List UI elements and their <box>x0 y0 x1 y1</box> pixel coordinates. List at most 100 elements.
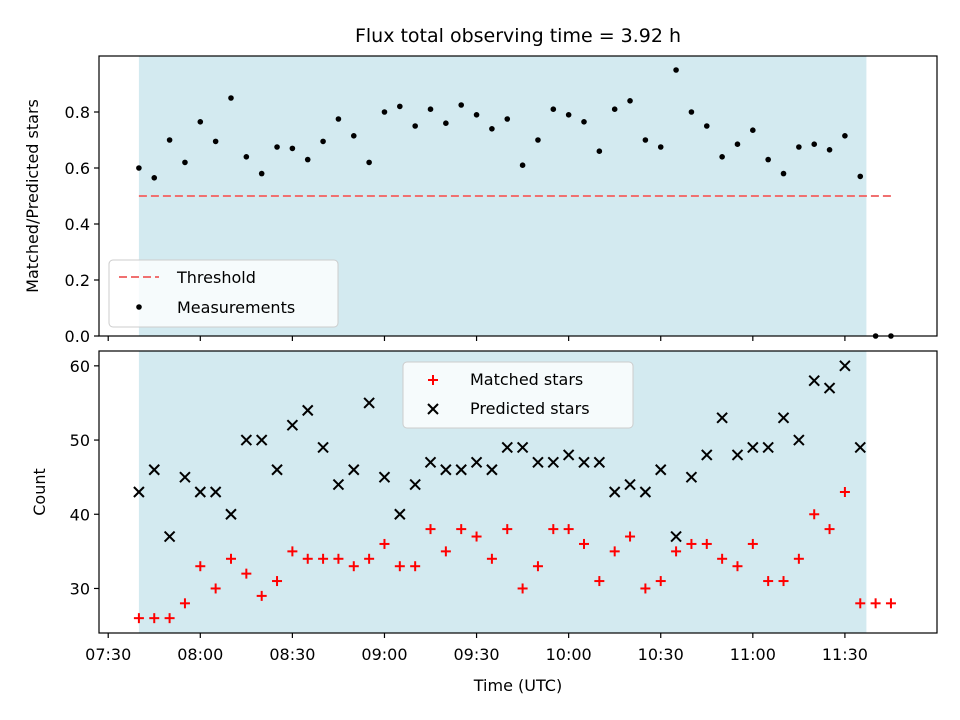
predicted-star-point <box>148 464 160 476</box>
bottom-x-tick-label: 11:30 <box>822 645 868 664</box>
predicted-star-point <box>332 478 345 491</box>
predicted-star-point <box>747 441 759 454</box>
matched-star-point <box>164 613 175 624</box>
matched-star-point <box>640 583 651 594</box>
measurement-point <box>519 162 526 168</box>
matched-star-point <box>333 553 344 564</box>
measurement-point <box>304 156 311 163</box>
measurement-point <box>857 173 864 180</box>
predicted-star-point <box>486 464 498 476</box>
bottom-x-tick-label: 09:30 <box>454 645 500 664</box>
matched-star-point <box>778 576 789 587</box>
measurement-point <box>504 116 511 122</box>
legend-matched-swatch <box>428 375 438 385</box>
predicted-star-point <box>608 486 621 498</box>
top-y-tick-label: 0.8 <box>65 103 90 122</box>
marker-stroke <box>317 441 329 454</box>
marker-stroke <box>823 382 836 394</box>
predicted-star-point <box>286 419 299 431</box>
marker-stroke <box>427 403 439 415</box>
marker-stroke <box>731 449 744 461</box>
marker-stroke <box>777 412 790 424</box>
chart-title: Flux total observing time = 3.92 h <box>355 25 681 47</box>
matched-star-point <box>824 524 835 535</box>
bottom-x-tick-label: 10:00 <box>546 645 592 664</box>
measurement-point <box>796 144 802 150</box>
measurement-points <box>136 67 894 339</box>
matched-star-point <box>256 590 267 601</box>
legend-threshold-label: Threshold <box>176 268 256 287</box>
predicted-star-point <box>440 464 452 476</box>
measurement-point <box>182 159 188 166</box>
measurement-point <box>427 106 434 112</box>
predicted-star-point <box>701 449 713 461</box>
matched-star-point <box>272 576 283 587</box>
measurement-point <box>765 156 771 163</box>
top-y-tick-label: 0.0 <box>65 327 90 346</box>
measurement-point <box>412 123 418 129</box>
top-y-tick-label: 0.2 <box>65 271 90 290</box>
measurement-point <box>350 133 357 139</box>
measurement-point <box>136 165 142 171</box>
matched-star-point <box>456 524 467 535</box>
measurement-point <box>151 175 158 181</box>
matched-star-point <box>486 553 497 564</box>
matched-star-point <box>440 546 451 557</box>
measurement-point <box>381 109 388 115</box>
predicted-star-point <box>685 471 698 483</box>
predicted-star-points <box>133 360 866 543</box>
marker-stroke <box>302 404 314 417</box>
predicted-star-point <box>394 508 406 520</box>
marker-stroke <box>440 464 452 476</box>
matched-star-point <box>133 613 144 624</box>
measurement-point <box>366 159 372 166</box>
predicted-star-point <box>348 464 360 476</box>
predicted-star-point <box>225 508 237 520</box>
predicted-star-point <box>424 456 437 469</box>
legend-matched-label: Matched stars <box>470 370 583 389</box>
top-y-axis-label: Matched/Predicted stars <box>23 99 42 293</box>
matched-star-point <box>318 553 329 564</box>
predicted-star-point <box>777 412 790 424</box>
bottom-x-tick-label: 10:30 <box>638 645 684 664</box>
measurement-point <box>627 98 633 104</box>
bottom-x-tick-label: 09:00 <box>361 645 407 664</box>
legend-predicted-marker <box>427 403 439 415</box>
marker-stroke <box>854 441 866 454</box>
top-plot-frame <box>98 55 938 337</box>
measurement-point <box>780 170 787 177</box>
matched-star-point <box>502 524 513 535</box>
marker-stroke <box>701 449 713 461</box>
marker-stroke <box>209 486 222 498</box>
marker-stroke <box>455 464 467 476</box>
bottom-x-tick-label: 07:30 <box>85 645 131 664</box>
matched-star-point <box>471 531 482 542</box>
matched-star-point <box>793 553 804 564</box>
measurement-point <box>673 67 679 73</box>
predicted-star-point <box>455 464 467 476</box>
measurement-point <box>596 148 603 154</box>
predicted-star-point <box>378 471 391 483</box>
bottom-y-tick-label: 30 <box>70 579 90 598</box>
predicted-star-point <box>808 374 820 387</box>
measurement-point <box>642 137 649 143</box>
measurement-point <box>458 102 465 108</box>
bottom-y-tick-label: 60 <box>70 357 90 376</box>
matched-star-point <box>594 576 605 587</box>
bottom-y-ticks: 30 40 50 60 <box>70 357 99 598</box>
bottom-plot-frame <box>98 350 938 634</box>
matched-star-point <box>241 568 252 579</box>
measurement-point <box>274 144 280 150</box>
marker-stroke <box>286 419 299 431</box>
marker-stroke <box>624 478 636 491</box>
bottom-x-tick-label: 08:30 <box>269 645 315 664</box>
predicted-star-point <box>593 456 606 469</box>
predicted-star-point <box>240 434 253 446</box>
marker-stroke <box>271 464 283 476</box>
matched-star-point <box>379 538 390 549</box>
matched-star-point <box>210 583 221 594</box>
predicted-star-point <box>194 486 207 498</box>
top-y-tick-label: 0.4 <box>65 215 90 234</box>
predicted-star-point <box>562 449 575 461</box>
matched-star-point <box>548 524 559 535</box>
